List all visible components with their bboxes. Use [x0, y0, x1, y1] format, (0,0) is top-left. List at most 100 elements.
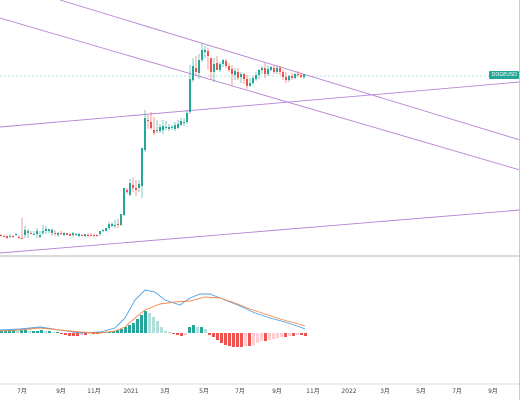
candle	[39, 231, 41, 238]
candle	[168, 124, 170, 131]
candle-body	[39, 235, 41, 237]
histogram-bar	[216, 333, 219, 340]
candle	[198, 54, 200, 79]
candle	[219, 62, 221, 72]
candle-body	[123, 188, 125, 215]
candle-body	[147, 120, 149, 121]
histogram-bar	[4, 331, 7, 333]
candle-body	[153, 130, 155, 133]
candle	[123, 188, 125, 216]
candle	[87, 233, 89, 237]
candle-body	[48, 229, 50, 231]
macd-line	[0, 289, 306, 334]
candle	[231, 65, 233, 86]
candle	[165, 121, 167, 130]
candle	[126, 188, 128, 194]
candle-body	[201, 50, 203, 60]
candle-body	[195, 68, 197, 72]
candle-body	[114, 225, 116, 226]
x-tick-label: 2022	[341, 388, 356, 395]
candle	[285, 72, 287, 83]
histogram-bar	[132, 323, 135, 333]
candle	[129, 179, 131, 196]
candle	[159, 124, 161, 133]
candle-body	[303, 74, 305, 77]
time-axis: 7月 9月 11月 2021 3月 5月 7月 9月 11月 2022 3月 5月 7月 9月	[17, 388, 498, 395]
histogram-bar	[200, 327, 203, 333]
candle-body	[84, 234, 86, 236]
candle	[183, 118, 185, 126]
candle-body	[87, 235, 89, 236]
candle-body	[138, 184, 140, 188]
histogram-bar	[0, 331, 3, 333]
candle	[171, 125, 173, 130]
candle	[54, 230, 56, 236]
candle	[18, 235, 20, 239]
candle	[138, 180, 140, 192]
candle	[99, 231, 101, 236]
candle	[69, 233, 71, 236]
candle	[225, 59, 227, 68]
candle-body	[81, 235, 83, 236]
candle-body	[36, 231, 38, 234]
candle-body	[213, 64, 215, 72]
candle	[222, 59, 224, 67]
candle-body	[0, 235, 2, 236]
candle	[150, 112, 152, 130]
candle	[66, 233, 68, 235]
histogram-bar	[180, 333, 183, 336]
histogram-bar	[40, 330, 43, 333]
candle-body	[198, 60, 200, 73]
candle-body	[186, 113, 188, 122]
candle-body	[210, 58, 212, 72]
histogram-bar	[268, 333, 271, 340]
histogram-bar	[160, 327, 163, 333]
candle	[300, 73, 302, 78]
candle	[48, 229, 50, 233]
histogram-bar	[280, 333, 283, 337]
candle	[186, 110, 188, 124]
histogram-bar	[152, 317, 155, 333]
histogram-bar	[128, 325, 131, 333]
candle-body	[18, 237, 20, 238]
histogram-bar	[208, 333, 211, 335]
candle-body	[60, 233, 62, 234]
x-tick-label: 3月	[380, 388, 390, 395]
candle	[267, 65, 269, 76]
candle	[294, 73, 296, 79]
candle	[252, 76, 254, 85]
candle-body	[228, 66, 230, 70]
histogram-bar	[120, 329, 123, 333]
candle	[162, 120, 164, 134]
candle-body	[279, 68, 281, 72]
x-tick-label: 9月	[488, 388, 498, 395]
candle-body	[42, 231, 44, 233]
candle-body	[141, 148, 143, 186]
histogram-bar	[236, 333, 239, 347]
macd-histogram	[0, 311, 307, 347]
candle-body	[135, 188, 137, 190]
signal-line	[0, 296, 306, 334]
histogram-bar	[168, 332, 171, 333]
candle-body	[276, 68, 278, 72]
candle	[192, 58, 194, 82]
candle	[258, 69, 260, 79]
candle-body	[294, 74, 296, 78]
candle	[288, 75, 290, 82]
candle	[15, 233, 17, 236]
x-tick-label: 11月	[306, 388, 320, 395]
candle	[120, 214, 122, 226]
candle-body	[150, 122, 152, 128]
histogram-bar	[304, 333, 307, 336]
candle-body	[45, 229, 47, 231]
candle-body	[12, 236, 14, 237]
candle	[180, 118, 182, 126]
candle	[297, 71, 299, 77]
candle	[132, 178, 134, 192]
candle	[174, 122, 176, 131]
candle-body	[177, 124, 179, 128]
candle-body	[54, 233, 56, 234]
candle-body	[192, 66, 194, 80]
